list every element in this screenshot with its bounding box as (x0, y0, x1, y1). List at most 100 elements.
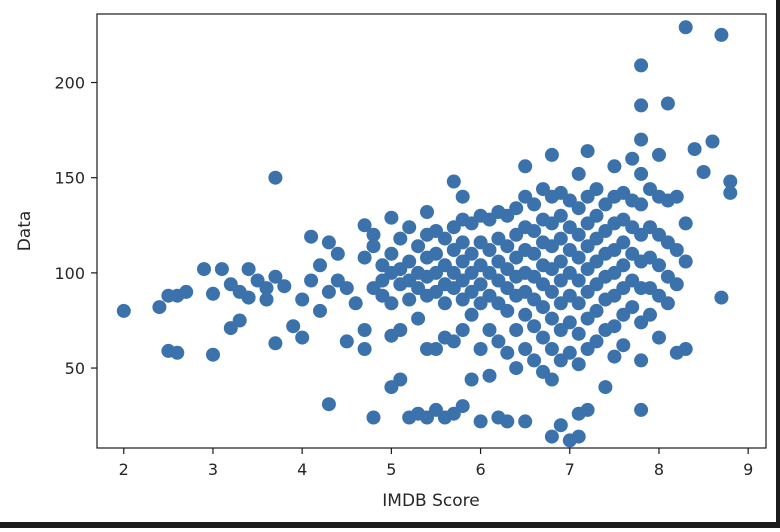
data-point (607, 349, 622, 364)
data-point (589, 182, 604, 197)
data-point (473, 277, 488, 292)
data-point (339, 334, 354, 349)
data-point (429, 342, 443, 356)
data-point (544, 342, 559, 356)
data-point (500, 303, 515, 318)
data-point (304, 273, 319, 288)
data-point (678, 20, 693, 35)
x-tick-label: 6 (475, 460, 485, 479)
data-point (455, 323, 470, 337)
y-tick-label: 150 (54, 169, 85, 188)
data-point (420, 205, 434, 219)
data-point (366, 410, 381, 425)
data-point (723, 185, 738, 200)
data-point (429, 246, 443, 261)
data-point (491, 334, 506, 349)
data-point (411, 311, 426, 326)
data-point (402, 292, 417, 307)
data-point (714, 27, 729, 42)
data-point (384, 296, 399, 311)
y-tick-label: 100 (54, 264, 85, 283)
data-point (705, 134, 720, 149)
data-point (714, 290, 729, 305)
data-point (500, 345, 515, 360)
data-point (571, 250, 586, 265)
data-point (313, 258, 327, 273)
data-point (384, 246, 399, 261)
data-point (589, 208, 604, 223)
data-point (348, 296, 363, 311)
data-point (446, 174, 461, 189)
data-point (259, 281, 274, 296)
data-point (313, 303, 327, 318)
x-tick-label: 2 (119, 460, 129, 479)
data-point (678, 254, 693, 269)
data-point (206, 347, 220, 362)
data-point (589, 334, 604, 349)
data-point (455, 399, 470, 414)
x-tick-label: 5 (386, 460, 396, 479)
data-point (669, 277, 684, 292)
data-point (571, 201, 586, 216)
y-tick-label: 200 (54, 74, 85, 93)
data-point (393, 323, 408, 337)
data-point (518, 307, 533, 322)
data-point (669, 189, 684, 204)
data-point (464, 307, 479, 322)
data-point (277, 279, 292, 294)
data-point (455, 235, 470, 250)
data-point (652, 330, 666, 345)
data-point (553, 254, 568, 269)
data-point (482, 368, 497, 383)
data-point (553, 208, 568, 223)
data-point (571, 273, 586, 288)
data-point (482, 323, 497, 337)
data-point (634, 402, 649, 417)
y-tick-label: 50 (65, 359, 85, 378)
data-point (473, 342, 488, 356)
data-point (536, 300, 550, 315)
data-point (544, 429, 559, 444)
data-point (652, 258, 666, 273)
data-point (286, 319, 301, 334)
data-point (616, 235, 631, 250)
window-edge-right (776, 0, 780, 528)
data-point (527, 353, 542, 368)
data-point (170, 345, 185, 360)
data-point (571, 227, 586, 242)
data-point (634, 132, 649, 147)
data-point (616, 258, 631, 273)
data-point (268, 170, 283, 185)
data-point (393, 372, 408, 387)
data-point (206, 286, 220, 301)
data-point (643, 307, 657, 322)
data-point (116, 303, 131, 318)
data-point (527, 224, 542, 238)
data-point (571, 357, 586, 372)
data-point (339, 281, 354, 296)
x-axis-label: IMDB Score (382, 491, 479, 511)
x-tick-label: 8 (654, 460, 664, 479)
data-point (241, 290, 256, 305)
data-point (321, 235, 336, 250)
data-point (214, 262, 229, 277)
data-point (660, 96, 675, 111)
data-point (553, 231, 568, 246)
data-point (518, 342, 533, 356)
data-point (241, 262, 256, 277)
data-point (527, 246, 542, 261)
data-point (482, 243, 497, 257)
data-point (152, 300, 167, 315)
data-point (500, 414, 515, 429)
data-point (518, 414, 533, 429)
data-point (455, 189, 470, 204)
y-axis: 50 100 150 200 (54, 74, 97, 378)
data-point (179, 284, 194, 299)
data-point (295, 330, 310, 345)
data-point (402, 220, 417, 235)
data-point (580, 144, 595, 159)
data-point (321, 284, 336, 299)
data-point (562, 315, 577, 330)
data-point (518, 159, 533, 174)
data-point (357, 250, 372, 265)
